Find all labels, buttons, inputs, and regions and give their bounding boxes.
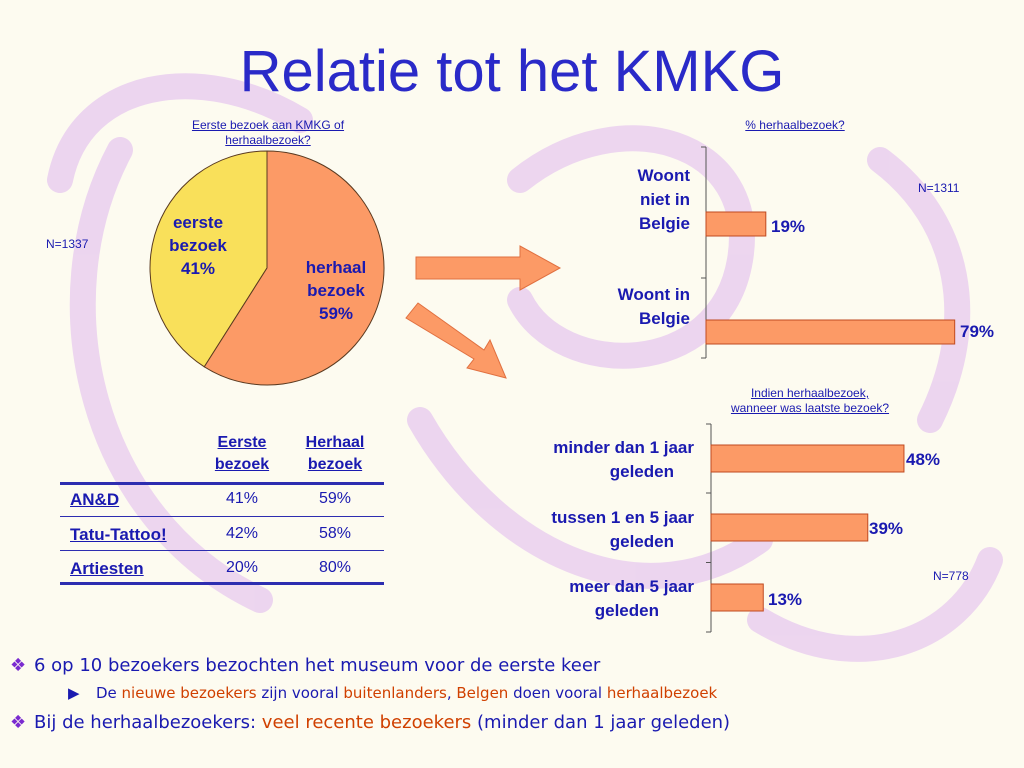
table-cell: 80%	[318, 559, 352, 576]
bar2-category-label: minder dan 1 jaar geleden	[500, 436, 694, 484]
bar-chart-residence	[701, 146, 956, 359]
category-line: tussen 1 en 5 jaar	[551, 508, 694, 527]
bar2-value-label: 48%	[906, 450, 941, 469]
bullet-3: ❖ Bij de herhaalbezoekers: veel recente b…	[10, 712, 730, 733]
bar2-value-label: 39%	[869, 519, 904, 538]
table-row-label: AN&D	[70, 490, 120, 509]
bar1-caption: % herhaalbezoek?	[745, 118, 845, 132]
category-line: minder dan 1 jaar	[553, 438, 694, 457]
bullet-text: zijn vooral	[256, 684, 344, 702]
bullet-highlight: Belgen	[456, 684, 509, 702]
table-divider	[60, 550, 384, 551]
bullet-highlight: herhaalbezoek	[606, 684, 718, 702]
table-cell: 58%	[318, 525, 352, 542]
slice-label-line: eerste	[172, 213, 224, 232]
bar-2	[710, 583, 764, 612]
diamond-bullet-icon: ❖	[10, 712, 27, 733]
bar2-caption: Indien herhaalbezoek, wanneer was laatst…	[700, 386, 920, 416]
bullet-highlight: veel recente bezoekers	[261, 712, 472, 733]
slice-label-line: bezoek	[307, 281, 365, 300]
bullet-text: Bij de herhaalbezoekers:	[34, 712, 262, 733]
pie-chart	[149, 150, 385, 386]
table-row-label: Tatu-Tattoo!	[70, 525, 167, 544]
header-line: bezoek	[307, 456, 363, 473]
pie-n-label: N=1337	[46, 237, 89, 251]
pie-caption-line1: Eerste bezoek aan KMKG of	[191, 118, 345, 132]
bar1-category-label: Woont in Belgie	[560, 283, 690, 331]
slice-label-line: bezoek	[169, 236, 227, 255]
category-line: meer dan 5 jaar	[569, 577, 694, 596]
arrow-upper	[415, 245, 562, 291]
bar-1	[710, 513, 869, 542]
bullet-highlight: buitenlanders	[343, 684, 447, 702]
bar2-category-label: tussen 1 en 5 jaar geleden	[500, 506, 694, 554]
category-line: niet in	[639, 190, 690, 209]
table-cell: 59%	[318, 490, 352, 507]
pie-slice-label-herhaal: herhaal bezoek 59%	[286, 256, 386, 325]
bullet-text: De	[96, 684, 122, 702]
pie-slice-1	[203, 150, 385, 386]
pie-caption: Eerste bezoek aan KMKG of herhaalbezoek?	[168, 118, 368, 148]
bullet-text: doen vooral	[508, 684, 607, 702]
pie-slice-0	[149, 150, 268, 368]
table-cell: 41%	[225, 490, 259, 507]
category-line: Woont in	[617, 285, 690, 304]
bar1-n-label: N=1311	[918, 181, 960, 195]
bar2-value-label: 13%	[768, 590, 803, 609]
table-divider	[60, 516, 384, 517]
table-cell: 20%	[225, 559, 259, 576]
slice-label-line: herhaal	[305, 258, 367, 277]
bar2-caption-line1: Indien herhaalbezoek,	[750, 386, 870, 400]
bar-chart-last-visit	[706, 423, 905, 633]
page-title: Relatie tot het KMKG	[239, 39, 785, 104]
triangle-bullet-icon: ▶	[68, 684, 80, 702]
pie-caption-line2: herhaalbezoek?	[225, 133, 311, 147]
bar-0	[705, 211, 767, 237]
category-line: geleden	[609, 462, 674, 481]
header-line: bezoek	[214, 456, 270, 473]
header-line: Herhaal	[305, 434, 365, 451]
table-header-herhaal: Herhaal bezoek	[290, 432, 380, 476]
table-divider	[60, 482, 384, 485]
slice-label-pct: 59%	[318, 304, 354, 323]
bar1-value-label: 19%	[771, 217, 806, 236]
category-line: Woont	[637, 166, 690, 185]
bar2-caption-line2: wanneer was laatste bezoek?	[730, 401, 890, 415]
category-line: Belgie	[638, 309, 690, 328]
bar-0	[710, 444, 905, 473]
table-row-label: Artiesten	[70, 559, 144, 578]
header-line: Eerste	[217, 434, 267, 451]
category-line: geleden	[609, 532, 674, 551]
pie-slice-label-eerste: eerste bezoek 41%	[148, 211, 248, 280]
bar1-category-label: Woont niet in Belgie	[560, 164, 690, 236]
arrow-lower	[405, 302, 507, 379]
table-cell: 42%	[225, 525, 259, 542]
bar2-n-label: N=778	[933, 569, 969, 583]
category-line: geleden	[594, 601, 659, 620]
category-line: Belgie	[638, 214, 690, 233]
bullet-1: ❖ 6 op 10 bezoekers bezochten het museum …	[10, 655, 600, 676]
table-divider	[60, 582, 384, 585]
diamond-bullet-icon: ❖	[10, 655, 27, 676]
bar-1	[705, 319, 956, 345]
bullet-2: ▶ De nieuwe bezoekers zijn vooral buitenl…	[68, 684, 717, 702]
bar2-category-label: meer dan 5 jaar geleden	[500, 575, 694, 623]
slice-label-pct: 41%	[180, 259, 216, 278]
bullet-text: ,	[446, 684, 457, 702]
bar1-value-label: 79%	[960, 322, 995, 341]
bullet-highlight: nieuwe bezoekers	[121, 684, 257, 702]
bullet-text: 6 op 10 bezoekers bezochten het museum v…	[34, 655, 601, 676]
bullet-text: (minder dan 1 jaar geleden)	[471, 712, 731, 733]
table-header-eerste: Eerste bezoek	[198, 432, 286, 476]
